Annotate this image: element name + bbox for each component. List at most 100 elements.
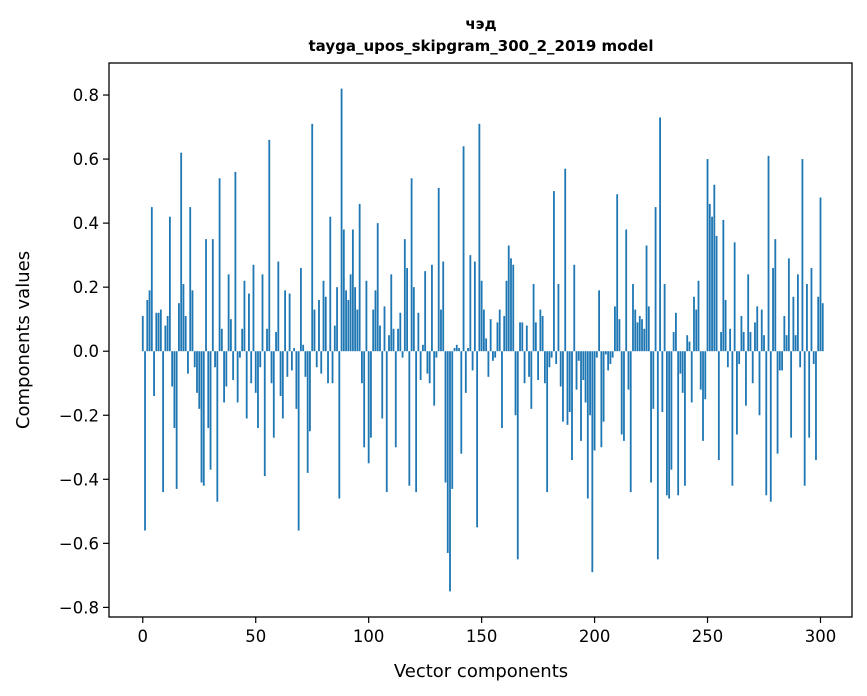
bar (760, 309, 763, 352)
bar (548, 351, 551, 368)
bar (586, 351, 589, 499)
bar (275, 331, 277, 352)
bar (144, 351, 146, 531)
bar (632, 283, 634, 352)
bar (699, 351, 702, 390)
bar (220, 328, 223, 352)
bar (598, 290, 601, 352)
bar (155, 312, 158, 352)
bar (751, 351, 754, 384)
bar (311, 123, 314, 352)
bar (349, 274, 352, 352)
bar (668, 351, 671, 499)
bar (638, 315, 641, 352)
bar (141, 315, 144, 352)
bar (324, 296, 327, 352)
bar (661, 351, 664, 413)
bar (702, 351, 704, 441)
bar (173, 351, 176, 429)
bar (801, 159, 804, 352)
bar (150, 207, 153, 352)
bar (306, 351, 309, 473)
bar (313, 309, 316, 352)
bar (577, 351, 580, 361)
bar (641, 319, 643, 352)
y-tick-label: −0.4 (59, 470, 99, 489)
bar (374, 290, 377, 352)
bar (697, 280, 700, 352)
bar (469, 255, 472, 352)
bar (433, 351, 436, 406)
bar (440, 309, 442, 352)
bar (534, 322, 537, 352)
bar (356, 309, 359, 352)
bar (250, 351, 253, 384)
bar (216, 351, 219, 502)
bar (720, 331, 722, 352)
bar (279, 351, 282, 397)
bar (403, 239, 406, 352)
y-tick-label: 0.6 (73, 150, 99, 169)
bar (159, 309, 162, 352)
bar (379, 325, 381, 352)
bar (489, 319, 492, 352)
bar (625, 229, 628, 352)
bar (336, 287, 338, 352)
bar (254, 351, 257, 393)
bar (523, 351, 526, 384)
bar (410, 178, 413, 352)
bar (600, 351, 603, 448)
y-tick-label: 0.0 (73, 342, 99, 361)
bar (731, 351, 734, 486)
bar (575, 351, 578, 390)
chart-subtitle: tayga_upos_skipgram_300_2_2019 model (309, 37, 654, 55)
bar (397, 328, 399, 352)
bar (175, 351, 178, 489)
bar (351, 229, 354, 352)
bar (663, 283, 666, 352)
bar (672, 331, 675, 352)
bar (482, 309, 485, 352)
bar (322, 280, 325, 352)
bar (223, 351, 225, 403)
bar (573, 264, 576, 352)
x-tick-label: 100 (353, 627, 385, 646)
bar (214, 351, 216, 368)
bar (435, 351, 438, 358)
x-tick-label: 0 (138, 627, 149, 646)
bar (627, 351, 630, 390)
bar (354, 287, 357, 352)
bar (232, 351, 235, 381)
bar (442, 261, 445, 352)
bar (171, 351, 174, 387)
bar (516, 351, 519, 560)
bar (492, 351, 494, 361)
bar (778, 351, 781, 371)
bar (259, 351, 262, 368)
bar (817, 296, 820, 352)
bar (451, 351, 454, 489)
bar (261, 274, 264, 352)
bar (715, 235, 718, 352)
bar (713, 184, 716, 352)
bar (293, 348, 296, 352)
bar (243, 280, 246, 352)
bar (431, 264, 433, 352)
bar (164, 325, 167, 352)
bar (388, 335, 390, 352)
bar (754, 322, 756, 352)
bar (645, 245, 648, 352)
bar (218, 178, 221, 352)
bar (297, 351, 300, 531)
bar (808, 351, 811, 438)
bar (288, 293, 291, 352)
bar (266, 328, 268, 352)
bar (505, 280, 508, 352)
bar (790, 351, 793, 438)
bar (367, 351, 370, 464)
bar (647, 306, 650, 352)
bar (568, 351, 571, 413)
bar (819, 197, 822, 352)
bar (783, 315, 786, 352)
